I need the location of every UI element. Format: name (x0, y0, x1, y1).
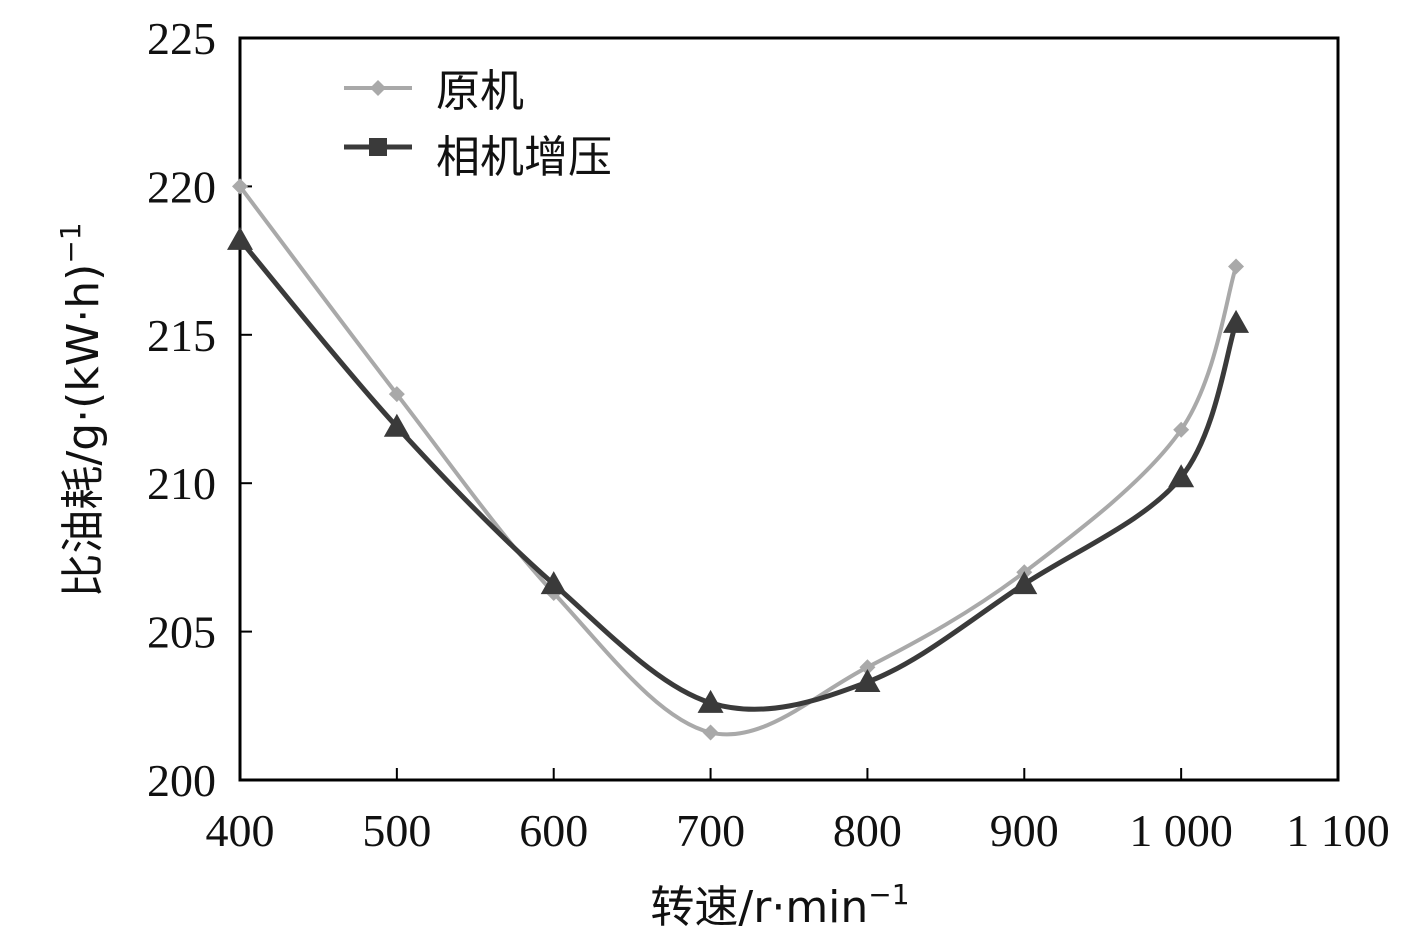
legend: 原机 相机增压 (344, 66, 612, 183)
x-tick-label: 900 (990, 805, 1059, 856)
data-point-original (859, 659, 876, 676)
data-point-original (702, 724, 719, 741)
data-point-original (1228, 258, 1245, 275)
data-point-turbo (697, 689, 724, 713)
series-line-turbo (238, 238, 1239, 712)
x-tick-label: 1 000 (1129, 805, 1233, 856)
data-point-original (1173, 421, 1190, 438)
data-point-turbo (854, 669, 881, 693)
series-lines (238, 185, 1239, 737)
y-tick-label: 215 (147, 310, 216, 361)
y-axis-title-sup: −1 (54, 222, 87, 263)
x-axis-title-text: 转速/r·min (650, 882, 868, 933)
x-tick-label: 500 (362, 805, 431, 856)
y-tick-label: 210 (147, 458, 216, 509)
y-tick-label: 205 (147, 607, 216, 658)
series-markers (227, 178, 1250, 741)
legend-marker-original (370, 80, 386, 96)
data-point-turbo (1223, 309, 1250, 333)
plot-frame (238, 36, 1340, 782)
x-tick-label: 600 (519, 805, 588, 856)
x-tick-label: 800 (833, 805, 902, 856)
legend-label-original: 原机 (436, 66, 524, 117)
legend-entry-turbo (344, 138, 412, 156)
y-tick-label: 200 (147, 755, 216, 806)
series-line-original (238, 185, 1238, 737)
y-axis-title-text: 比油耗/g·(kW·h) (58, 264, 109, 598)
data-point-original (388, 386, 405, 403)
x-axis-title: 转速/r·min−1 (650, 878, 909, 933)
data-point-turbo (540, 571, 567, 595)
y-axis-title: 比油耗/g·(kW·h)−1 (54, 222, 109, 597)
legend-marker-turbo (369, 138, 387, 156)
data-point-original (232, 178, 248, 195)
data-point-turbo (1011, 571, 1038, 595)
data-point-turbo (227, 226, 253, 250)
data-point-turbo (1168, 464, 1195, 488)
x-tick-label: 700 (676, 805, 745, 856)
legend-label-turbo: 相机增压 (436, 132, 612, 183)
x-tick-label: 400 (206, 805, 275, 856)
y-tick-label: 220 (147, 161, 216, 212)
x-tick-label: 1 100 (1286, 805, 1390, 856)
y-tick-label: 225 (147, 13, 216, 64)
axis-ticks: 400 500 600 700 800 900 1 000 1 100 200 205 210 215… (147, 13, 1390, 856)
x-axis-title-sup: −1 (868, 878, 909, 911)
legend-entry-original (344, 80, 412, 96)
data-point-turbo (383, 413, 410, 437)
